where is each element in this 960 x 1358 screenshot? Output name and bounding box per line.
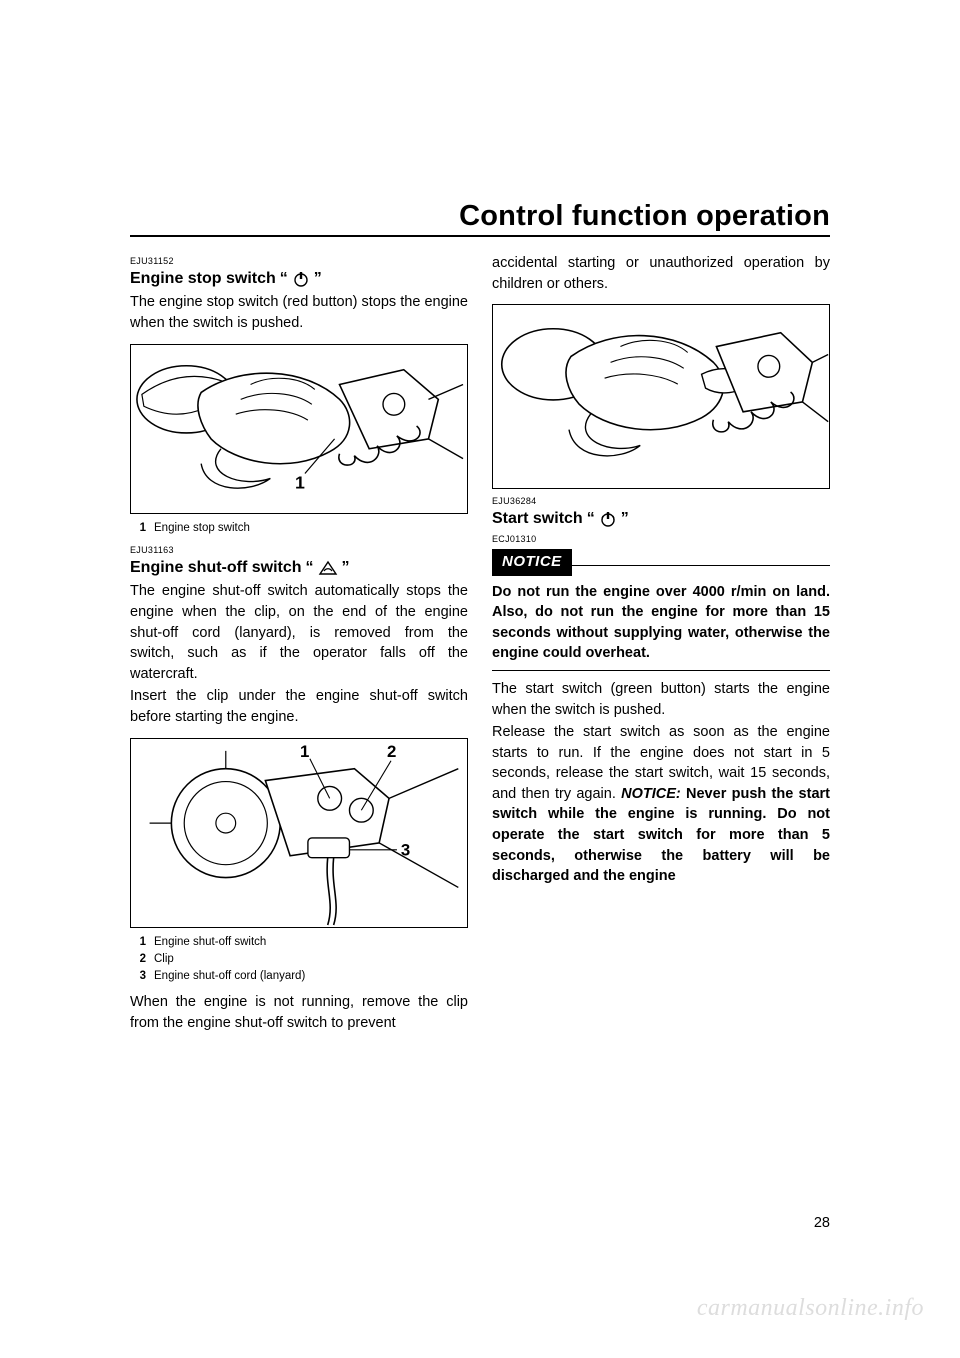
caption-num: 2 [136,951,146,967]
figure-caption-list: 1 Engine shut-off switch 2 Clip 3 Engine… [136,934,468,985]
body-text-continuation: accidental starting or unauthorized oper… [492,253,830,294]
inline-notice-label: NOTICE: [621,786,681,802]
stop-symbol-icon [292,270,310,288]
title-text: Engine shut-off switch [130,557,302,580]
caption-text: Engine shut-off switch [154,934,266,950]
quote-close: ” [342,557,350,580]
page-content: Control function operation EJU31152 Engi… [130,200,830,1034]
body-text: The start switch (green button) starts t… [492,679,830,720]
shutoff-symbol-icon [318,560,338,576]
figure-caption-list: 1 Engine stop switch [136,520,468,536]
caption-row: 2 Clip [136,951,468,967]
caption-num: 3 [136,968,146,984]
two-column-layout: EJU31152 Engine stop switch “ ” The engi… [130,253,830,1034]
ref-code: EJU31163 [130,544,468,557]
body-text: When the engine is not running, remove t… [130,992,468,1033]
body-text: The engine stop switch (red button) stop… [130,292,468,333]
caption-num: 1 [136,520,146,536]
callout-2: 2 [387,741,396,760]
quote-open: “ [587,508,595,531]
quote-close: ” [621,508,629,531]
body-text: Insert the clip under the engine shut-of… [130,686,468,727]
page-number: 28 [814,1215,830,1231]
caption-text: Engine stop switch [154,520,250,536]
start-symbol-icon [599,510,617,528]
watermark: carmanualsonline.info [697,1295,924,1322]
caption-row: 3 Engine shut-off cord (lanyard) [136,968,468,984]
quote-open: “ [280,268,288,291]
page-title: Control function operation [130,200,830,237]
right-column: accidental starting or unauthorized oper… [492,253,830,1034]
caption-row: 1 Engine stop switch [136,520,468,536]
figure-start-switch [492,304,830,489]
notice-text: Do not run the engine over 4000 r/min on… [492,582,830,671]
caption-num: 1 [136,934,146,950]
section-title-shutoff: Engine shut-off switch “ ” [130,557,468,580]
title-text: Engine stop switch [130,268,276,291]
notice-rule [572,565,830,566]
notice-label: NOTICE [492,549,572,575]
body-text: Release the start switch as soon as the … [492,722,830,887]
body-text: The engine shut-off switch automatically… [130,581,468,684]
ref-code: EJU36284 [492,495,830,508]
ref-code: EJU31152 [130,255,468,268]
figure-engine-stop-switch: 1 [130,344,468,514]
callout-1: 1 [295,472,305,492]
callout-3: 3 [401,840,410,859]
quote-open: “ [306,557,314,580]
notice-heading: NOTICE [492,549,830,575]
figure-shutoff-switch: 1 2 3 [130,738,468,928]
left-column: EJU31152 Engine stop switch “ ” The engi… [130,253,468,1034]
section-title-engine-stop: Engine stop switch “ ” [130,268,468,291]
title-text: Start switch [492,508,583,531]
ref-code: ECJ01310 [492,533,830,546]
caption-text: Clip [154,951,174,967]
caption-text: Engine shut-off cord (lanyard) [154,968,305,984]
caption-row: 1 Engine shut-off switch [136,934,468,950]
section-title-start: Start switch “ ” [492,508,830,531]
quote-close: ” [314,268,322,291]
callout-1: 1 [300,741,309,760]
